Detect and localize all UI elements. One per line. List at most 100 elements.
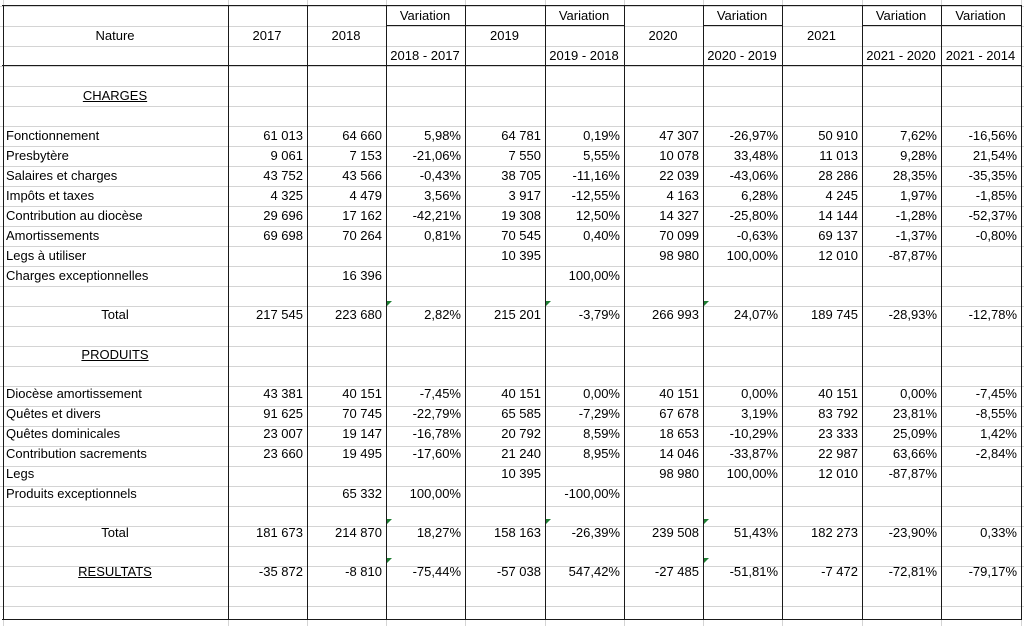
charges-row-value[interactable] <box>231 246 303 266</box>
produits-row-value[interactable]: 20 792 <box>501 426 541 441</box>
header-range[interactable]: 2018 - 2017 <box>390 48 460 63</box>
produits-row-value[interactable]: 23 007 <box>263 426 303 441</box>
header-range[interactable]: 2020 - 2019 <box>707 48 777 63</box>
header-year[interactable]: 2019 <box>490 28 519 43</box>
charges-row-value[interactable]: 70 545 <box>501 228 541 243</box>
charges-row-value[interactable]: 1,97% <box>900 188 937 203</box>
charges-total-value[interactable]: 2,82% <box>424 307 461 322</box>
produits-row-value[interactable] <box>468 484 541 504</box>
charges-row-value[interactable]: 50 910 <box>818 128 858 143</box>
charges-row-label[interactable]: Presbytère <box>6 148 69 163</box>
charges-row-value[interactable]: 69 698 <box>263 228 303 243</box>
produits-row-value[interactable]: -22,79% <box>412 406 461 421</box>
charges-row-value[interactable]: 0,19% <box>583 128 620 143</box>
charges-row-value[interactable] <box>389 266 461 286</box>
produits-row-value[interactable]: 23,81% <box>892 406 937 421</box>
produits-row-value[interactable] <box>310 464 382 484</box>
header-year[interactable]: 2021 <box>807 28 836 43</box>
charges-row-value[interactable]: 3 917 <box>508 188 541 203</box>
produits-total-value[interactable]: 181 673 <box>256 525 303 540</box>
produits-row-value[interactable]: 8,95% <box>583 446 620 461</box>
produits-row-value[interactable]: 40 151 <box>342 386 382 401</box>
produits-row-value[interactable]: 19 495 <box>342 446 382 461</box>
produits-row-value[interactable]: 21 240 <box>501 446 541 461</box>
charges-row-value[interactable]: 64 660 <box>342 128 382 143</box>
charges-row-value[interactable]: -1,85% <box>975 188 1017 203</box>
produits-row-label[interactable]: Quêtes et divers <box>6 406 101 421</box>
produits-row-value[interactable]: -8,55% <box>975 406 1017 421</box>
charges-row-value[interactable] <box>389 246 461 266</box>
resultats-value[interactable]: -27 485 <box>654 564 699 579</box>
header-range[interactable]: 2021 - 2014 <box>945 48 1016 63</box>
charges-row-value[interactable]: -0,43% <box>419 168 461 183</box>
charges-total-value[interactable]: 217 545 <box>256 307 303 322</box>
header-year[interactable]: 2018 <box>331 28 361 43</box>
header-variation[interactable]: Variation <box>399 8 451 23</box>
header-variation[interactable]: Variation <box>716 8 768 23</box>
charges-row-value[interactable]: 19 308 <box>501 208 541 223</box>
resultats-value[interactable]: -7 472 <box>821 564 858 579</box>
charges-row-value[interactable]: -11,16% <box>572 168 620 183</box>
charges-row-value[interactable]: 7 550 <box>508 148 541 163</box>
produits-total-value[interactable]: 18,27% <box>416 525 461 540</box>
charges-row-value[interactable]: 10 078 <box>659 148 699 163</box>
charges-row-value[interactable]: 7,62% <box>900 128 937 143</box>
produits-row-value[interactable]: -87,87% <box>888 466 937 481</box>
charges-row-label[interactable]: Contribution au diocèse <box>6 208 143 223</box>
charges-row-value[interactable]: 10 395 <box>501 248 541 263</box>
header-range[interactable]: 2021 - 2020 <box>866 48 936 63</box>
charges-row-value[interactable]: -0,80% <box>975 228 1017 243</box>
produits-row-value[interactable] <box>944 464 1017 484</box>
header-year[interactable]: 2017 <box>252 28 282 43</box>
produits-row-value[interactable]: 23 660 <box>263 446 303 461</box>
header-year[interactable]: 2020 <box>648 28 678 43</box>
produits-row-value[interactable]: -2,84% <box>975 446 1017 461</box>
charges-row-value[interactable]: 14 327 <box>659 208 699 223</box>
charges-row-value[interactable]: 64 781 <box>501 128 541 143</box>
produits-row-value[interactable]: 8,59% <box>583 426 620 441</box>
charges-row-label[interactable]: Charges exceptionnelles <box>6 268 149 283</box>
charges-row-value[interactable] <box>785 266 858 286</box>
resultats-value[interactable]: -51,81% <box>729 564 778 579</box>
produits-total-value[interactable]: 158 163 <box>494 525 541 540</box>
produits-row-value[interactable]: 22 987 <box>818 446 858 461</box>
charges-row-value[interactable] <box>468 266 541 286</box>
charges-row-value[interactable]: 43 752 <box>263 168 303 183</box>
resultats-label[interactable]: RESULTATS <box>78 564 152 579</box>
produits-row-value[interactable]: 40 151 <box>501 386 541 401</box>
produits-row-value[interactable]: 0,00% <box>900 386 937 401</box>
produits-row-label[interactable]: Produits exceptionnels <box>6 486 137 501</box>
charges-row-value[interactable]: 11 013 <box>819 148 858 163</box>
produits-total-value[interactable]: 214 870 <box>335 525 382 540</box>
produits-row-value[interactable]: 19 147 <box>342 426 382 441</box>
produits-row-value[interactable]: 23 333 <box>818 426 858 441</box>
charges-row-value[interactable]: 4 245 <box>825 188 858 203</box>
produits-row-value[interactable]: -10,29% <box>729 426 778 441</box>
charges-row-value[interactable] <box>231 266 303 286</box>
charges-row-value[interactable]: 4 163 <box>666 188 699 203</box>
charges-row-value[interactable]: 28,35% <box>892 168 937 183</box>
produits-row-label[interactable]: Legs <box>6 466 35 481</box>
charges-row-value[interactable]: 69 137 <box>818 228 858 243</box>
charges-row-value[interactable]: -1,28% <box>895 208 937 223</box>
produits-row-value[interactable]: -33,87% <box>729 446 778 461</box>
produits-row-value[interactable]: 98 980 <box>659 466 699 481</box>
charges-row-value[interactable]: 61 013 <box>263 128 303 143</box>
charges-total-value[interactable]: -12,78% <box>968 307 1017 322</box>
charges-total-value[interactable]: 266 993 <box>652 307 699 322</box>
charges-row-value[interactable] <box>865 266 937 286</box>
produits-row-value[interactable] <box>231 484 303 504</box>
charges-total-value[interactable]: 223 680 <box>335 307 382 322</box>
produits-row-value[interactable]: 1,42% <box>980 426 1017 441</box>
produits-row-value[interactable]: 65 585 <box>501 406 541 421</box>
charges-row-value[interactable]: 38 705 <box>501 168 541 183</box>
produits-row-value[interactable]: -7,29% <box>578 406 620 421</box>
charges-row-label[interactable]: Amortissements <box>6 228 100 243</box>
produits-row-value[interactable]: -16,78% <box>412 426 461 441</box>
charges-row-value[interactable]: 12,50% <box>575 208 620 223</box>
produits-row-value[interactable]: 67 678 <box>659 406 699 421</box>
produits-row-label[interactable]: Quêtes dominicales <box>6 426 121 441</box>
header-nature[interactable]: Nature <box>95 28 135 43</box>
resultats-value[interactable]: -75,44% <box>412 564 461 579</box>
charges-row-value[interactable]: 17 162 <box>342 208 382 223</box>
